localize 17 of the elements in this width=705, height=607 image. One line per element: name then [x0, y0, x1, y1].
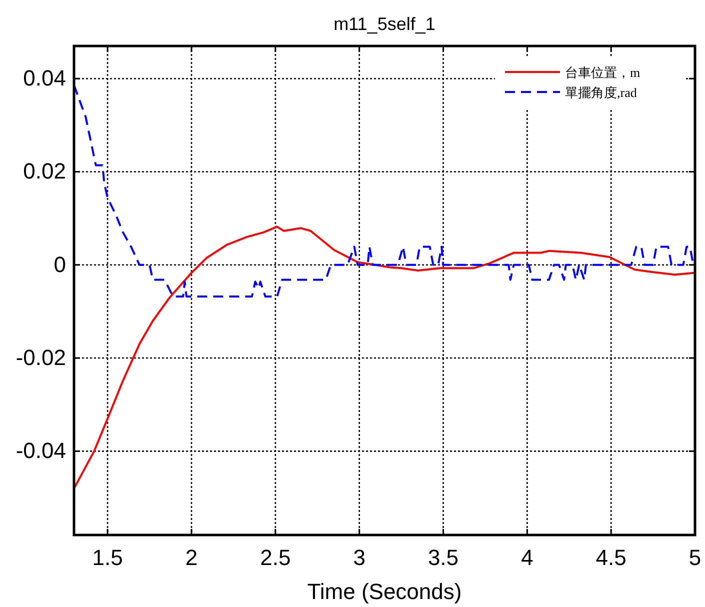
y-tick-label: -0.02 [16, 345, 66, 370]
x-tick-label: 1.5 [92, 545, 123, 570]
x-tick-label: 2 [185, 545, 198, 570]
legend-label: 單擺角度,rad [565, 85, 638, 100]
y-tick-label: -0.04 [16, 438, 66, 464]
y-tick-label: 0.04 [23, 66, 66, 91]
x-tick-label: 4.5 [596, 545, 626, 570]
chart-title: m11_5self_1 [334, 14, 436, 34]
x-tick-label: 4 [521, 545, 534, 570]
x-tick-label: 3.5 [428, 545, 459, 570]
legend-label: 台車位置，m [565, 65, 640, 80]
y-tick-label: 0 [54, 252, 66, 277]
y-tick-label: 0.02 [23, 158, 66, 184]
x-tick-label: 3 [353, 545, 366, 570]
x-tick-label: 2.5 [260, 545, 291, 570]
x-tick-label: 5 [688, 545, 702, 570]
x-axis-title: Time (Seconds) [307, 579, 462, 604]
